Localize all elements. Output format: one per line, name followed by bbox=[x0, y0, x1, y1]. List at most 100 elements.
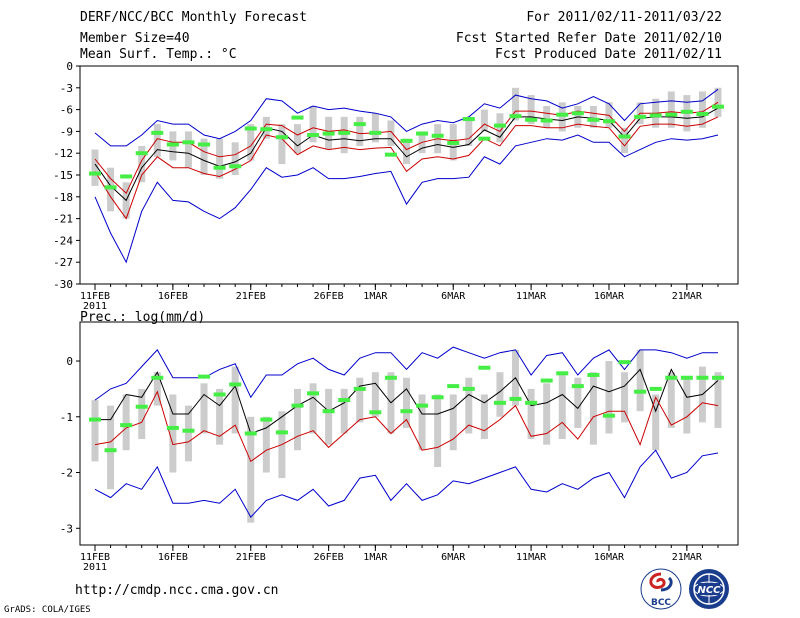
spread-box bbox=[122, 394, 130, 451]
green-marker bbox=[696, 111, 709, 116]
spread-box bbox=[231, 142, 239, 175]
green-marker bbox=[213, 392, 226, 397]
spread-box bbox=[278, 124, 286, 165]
green-marker bbox=[182, 140, 195, 145]
started-date: Fcst Started Refer Date 2011/02/10 bbox=[455, 31, 722, 46]
spread-box bbox=[527, 388, 535, 440]
green-marker bbox=[198, 374, 211, 379]
green-marker bbox=[307, 391, 320, 396]
green-marker bbox=[447, 384, 460, 389]
spread-box bbox=[465, 377, 473, 434]
x-tick-label: 11FEB bbox=[80, 291, 110, 302]
produced-date: Fcst Produced Date 2011/02/11 bbox=[495, 47, 722, 62]
spread-box bbox=[621, 372, 629, 423]
green-marker bbox=[525, 400, 538, 405]
green-marker bbox=[353, 386, 366, 391]
green-marker bbox=[556, 112, 569, 117]
spread-box bbox=[247, 416, 255, 523]
series-line-p_low bbox=[94, 116, 719, 220]
x-tick-label: 16FEB bbox=[158, 552, 188, 563]
green-marker bbox=[602, 413, 615, 418]
spread-box bbox=[200, 138, 208, 175]
spread-box bbox=[138, 388, 146, 440]
spread-box bbox=[153, 372, 161, 406]
green-marker bbox=[229, 382, 242, 387]
green-marker bbox=[509, 396, 522, 401]
green-marker bbox=[431, 395, 444, 400]
green-marker bbox=[275, 430, 288, 435]
spread-box bbox=[184, 131, 192, 168]
green-marker bbox=[618, 360, 631, 365]
spread-box bbox=[465, 116, 473, 146]
ncc-logo: NCC bbox=[688, 568, 730, 610]
green-marker bbox=[587, 117, 600, 122]
spread-box bbox=[698, 91, 706, 128]
spread-box bbox=[107, 167, 115, 212]
spread-box bbox=[356, 377, 364, 423]
green-marker bbox=[229, 164, 242, 169]
spread-box bbox=[107, 405, 115, 490]
green-marker bbox=[260, 417, 273, 422]
green-marker bbox=[291, 115, 304, 120]
green-marker bbox=[571, 384, 584, 389]
spread-box bbox=[216, 138, 224, 179]
x-tick-label: 21FEB bbox=[236, 552, 266, 563]
y-tick-label: -3 bbox=[60, 82, 73, 95]
green-marker bbox=[244, 431, 257, 436]
green-marker bbox=[680, 375, 693, 380]
spread-box bbox=[293, 388, 301, 451]
spread-box bbox=[340, 116, 348, 154]
x-tick-sublabel: 2011 bbox=[83, 562, 107, 573]
x-tick-label: 26FEB bbox=[314, 552, 344, 563]
green-marker bbox=[198, 142, 211, 147]
spread-box bbox=[605, 361, 613, 434]
series-line-p_low bbox=[94, 390, 719, 463]
x-tick-label: 6MAR bbox=[441, 291, 466, 302]
spread-box bbox=[527, 95, 535, 125]
spread-box bbox=[574, 377, 582, 428]
variable-label: Mean Surf. Temp.: °C bbox=[80, 47, 237, 62]
y-tick-label: -21 bbox=[53, 213, 73, 226]
green-marker bbox=[104, 448, 117, 453]
spread-box bbox=[216, 388, 224, 445]
green-marker bbox=[400, 138, 413, 143]
x-tick-label: 21FEB bbox=[236, 291, 266, 302]
spread-box bbox=[340, 388, 348, 434]
y-tick-label: -30 bbox=[53, 278, 73, 291]
green-marker bbox=[493, 123, 506, 128]
x-tick-sublabel: 2011 bbox=[83, 301, 107, 312]
green-marker bbox=[416, 403, 429, 408]
spread-box bbox=[169, 394, 177, 473]
spread-box bbox=[480, 109, 488, 132]
green-marker bbox=[275, 135, 288, 140]
green-marker bbox=[369, 410, 382, 415]
green-marker bbox=[151, 375, 164, 380]
green-marker bbox=[89, 417, 101, 422]
spread-box bbox=[543, 383, 551, 445]
ncc-logo-text: NCC bbox=[697, 585, 721, 596]
x-tick-label: 11FEB bbox=[80, 552, 110, 563]
y-tick-label: -27 bbox=[53, 256, 73, 269]
spread-box bbox=[449, 394, 457, 451]
series-line-mean bbox=[94, 107, 719, 202]
green-marker bbox=[120, 423, 133, 428]
green-marker bbox=[307, 133, 320, 138]
green-marker bbox=[400, 409, 413, 414]
precip-panel-title: Prec.: log(mm/d) bbox=[80, 310, 206, 325]
x-tick-label: 16FEB bbox=[158, 291, 188, 302]
spread-box bbox=[91, 400, 99, 462]
x-tick-label: 16MAR bbox=[594, 552, 625, 563]
green-marker bbox=[478, 136, 491, 141]
green-marker bbox=[104, 185, 117, 190]
green-marker bbox=[291, 403, 304, 408]
spread-box bbox=[667, 91, 675, 128]
green-marker bbox=[135, 151, 148, 156]
source-url[interactable]: http://cmdp.ncc.cma.gov.cn bbox=[75, 583, 279, 598]
x-tick-label: 11MAR bbox=[516, 552, 547, 563]
spread-box bbox=[558, 102, 566, 132]
spread-box bbox=[371, 372, 379, 417]
spread-box bbox=[403, 138, 410, 165]
y-tick-label: -9 bbox=[60, 125, 73, 138]
